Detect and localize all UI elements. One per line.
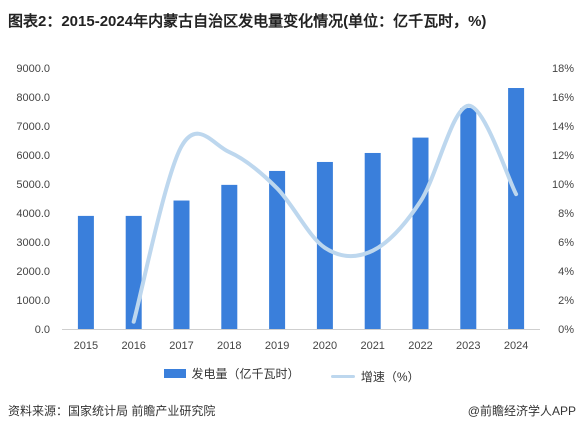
right-tick-label: 6% xyxy=(558,237,574,249)
left-tick-label: 8000.0 xyxy=(16,92,50,104)
x-tick-label: 2023 xyxy=(456,340,480,352)
x-tick-label: 2022 xyxy=(408,340,432,352)
x-tick-label: 2015 xyxy=(74,340,98,352)
left-y-axis: 0.0 1000.0 2000.0 3000.0 4000.0 5000.0 6000.0 7… xyxy=(16,63,50,336)
right-tick-label: 14% xyxy=(552,121,574,133)
line-series xyxy=(131,103,519,324)
left-tick-label: 6000.0 xyxy=(16,150,50,162)
bar xyxy=(364,152,381,329)
x-tick-label: 2016 xyxy=(121,340,145,352)
bar xyxy=(221,184,238,329)
left-tick-label: 1000.0 xyxy=(16,295,50,307)
bar-series xyxy=(77,88,525,330)
x-tick-label: 2021 xyxy=(360,340,384,352)
legend-line-label: 增速（%） xyxy=(360,370,420,384)
x-tick-label: 2024 xyxy=(504,340,528,352)
left-tick-label: 0.0 xyxy=(35,324,50,336)
right-tick-label: 0% xyxy=(558,324,574,336)
bar xyxy=(173,200,190,329)
x-tick-label: 2018 xyxy=(217,340,241,352)
credit-note: @前瞻经济学人APP xyxy=(467,404,576,418)
left-tick-label: 2000.0 xyxy=(16,266,50,278)
right-tick-label: 10% xyxy=(552,179,574,191)
right-tick-label: 12% xyxy=(552,150,574,162)
bar xyxy=(460,108,477,330)
left-tick-label: 5000.0 xyxy=(16,179,50,191)
bar xyxy=(77,215,94,329)
legend-bar-label: 发电量（亿千瓦时） xyxy=(191,367,300,381)
legend-bar-swatch xyxy=(164,369,187,378)
x-tick-label: 2017 xyxy=(169,340,193,352)
legend-item-bar: 发电量（亿千瓦时） xyxy=(164,365,300,382)
x-tick-label: 2019 xyxy=(265,340,289,352)
legend-item-line: 增速（%） xyxy=(330,368,420,385)
right-tick-label: 8% xyxy=(558,208,574,220)
legend-line-swatch xyxy=(330,375,355,378)
bar xyxy=(269,170,286,329)
growth-line xyxy=(131,103,519,324)
x-tick-label: 2020 xyxy=(313,340,337,352)
right-tick-label: 2% xyxy=(558,295,574,307)
right-tick-label: 16% xyxy=(552,92,574,104)
left-tick-label: 4000.0 xyxy=(16,208,50,220)
source-note: 资料来源：国家统计局 前瞻产业研究院 xyxy=(8,404,216,418)
right-tick-label: 4% xyxy=(558,266,574,278)
right-tick-label: 18% xyxy=(552,63,574,75)
legend: 发电量（亿千瓦时） 增速（%） xyxy=(0,365,584,385)
left-tick-label: 3000.0 xyxy=(16,237,50,249)
left-tick-label: 9000.0 xyxy=(16,63,50,75)
right-y-axis: 0% 2% 4% 6% 8% 10% 12% 14% 16% 18% xyxy=(552,63,574,336)
left-tick-label: 7000.0 xyxy=(16,121,50,133)
bar xyxy=(508,88,525,329)
bar xyxy=(412,137,429,329)
chart-title: 图表2：2015-2024年内蒙古自治区发电量变化情况(单位：亿千瓦时，%) xyxy=(8,13,487,30)
x-axis: 2015 2016 2017 2018 2019 2020 2021 2022 2023 2024 xyxy=(62,329,540,352)
bar xyxy=(125,215,142,329)
